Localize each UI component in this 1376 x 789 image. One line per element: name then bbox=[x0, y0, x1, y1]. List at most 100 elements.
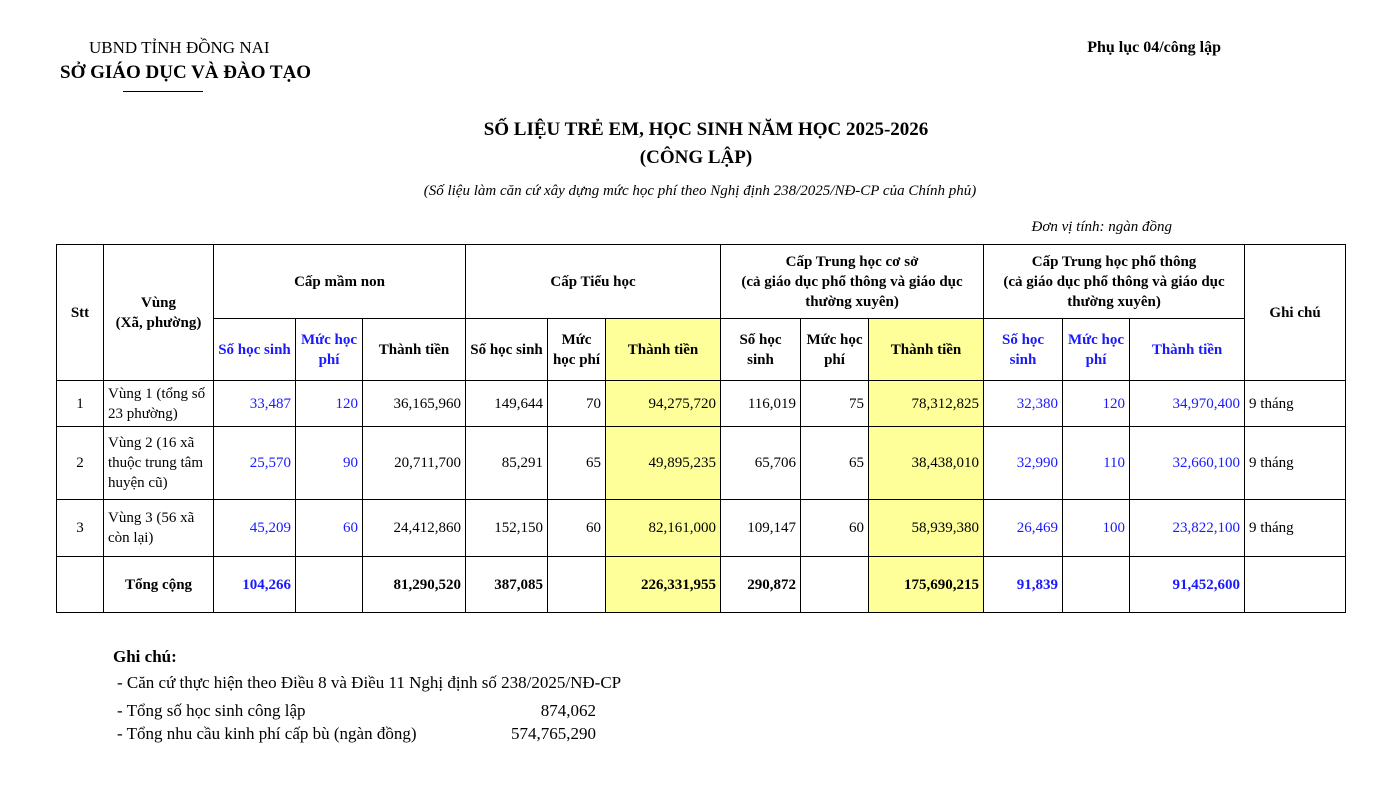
cell: Vùng 1 (tổng số 23 phường) bbox=[103, 380, 214, 427]
cell: 120 bbox=[1062, 380, 1131, 427]
group-header: Cấp Trung học cơ sở (cả giáo dục phổ thôn… bbox=[720, 244, 985, 319]
column-header: Thành tiền bbox=[868, 318, 985, 381]
cell: 116,019 bbox=[720, 380, 802, 427]
note-value: 874,062 bbox=[540, 701, 596, 720]
cell: 23,822,100 bbox=[1129, 499, 1246, 557]
column-header: Số học sinh bbox=[465, 318, 549, 381]
cell: 3 bbox=[56, 499, 104, 557]
row: 3 Vùng 3 (56 xã còn lại) 45,209 60 24,412,86… bbox=[56, 499, 1347, 557]
column-header: Mức học phí bbox=[547, 318, 607, 381]
notes-heading: Ghi chú: bbox=[113, 647, 177, 666]
province: UBND TỈNH ĐỒNG NAI bbox=[89, 38, 270, 57]
group-header: Cấp Tiểu học bbox=[465, 244, 722, 319]
column-header: Số học sinh bbox=[213, 318, 296, 381]
cell: 65,706 bbox=[720, 426, 802, 500]
cell: 387,085 bbox=[465, 556, 549, 613]
cell: 65 bbox=[547, 426, 607, 500]
title: SỐ LIỆU TRẺ EM, HỌC SINH NĂM HỌC 2025-20… bbox=[483, 119, 929, 140]
cell bbox=[1244, 556, 1347, 613]
header-text: Cấp Trung học phổ thông bbox=[1031, 253, 1197, 270]
cell: 120 bbox=[295, 380, 363, 427]
cell: 25,570 bbox=[213, 426, 296, 500]
cell: 94,275,720 bbox=[605, 380, 722, 427]
cell: 85,291 bbox=[465, 426, 549, 500]
header-text: (Xã, phường) bbox=[115, 314, 202, 331]
cell: 26,469 bbox=[983, 499, 1064, 557]
cell: 91,839 bbox=[983, 556, 1064, 613]
cell: Vùng 2 (16 xã thuộc trung tâm huyện cũ) bbox=[103, 426, 214, 500]
header-text: (cả giáo dục phổ thông và giáo dục thườn… bbox=[741, 273, 963, 310]
cell: 24,412,860 bbox=[361, 499, 467, 557]
column-header: Số học sinh bbox=[720, 318, 802, 381]
cell bbox=[295, 556, 363, 613]
column-header: Số học sinh bbox=[983, 318, 1064, 381]
note-text: - Tổng nhu cầu kinh phí cấp bù (ngàn đồn… bbox=[117, 724, 417, 743]
cell: 60 bbox=[800, 499, 870, 557]
cell: 32,990 bbox=[983, 426, 1064, 500]
column-header: Thành tiền bbox=[1129, 318, 1246, 381]
cell: 152,150 bbox=[465, 499, 549, 557]
header-text: Cấp Trung học cơ sở bbox=[785, 253, 919, 270]
appendix: Phụ lục 04/công lập bbox=[1087, 39, 1221, 56]
cell: 65 bbox=[800, 426, 870, 500]
cell bbox=[56, 556, 104, 613]
cell: 104,266 bbox=[213, 556, 296, 613]
cell: 100 bbox=[1062, 499, 1131, 557]
cell: 36,165,960 bbox=[361, 380, 467, 427]
cell: 149,644 bbox=[465, 380, 549, 427]
cell: 20,711,700 bbox=[361, 426, 467, 500]
cell: 33,487 bbox=[213, 380, 296, 427]
header-text: Vùng bbox=[140, 294, 177, 311]
row: 1 Vùng 1 (tổng số 23 phường) 33,487 120 36,1… bbox=[56, 380, 1347, 427]
cell: 2 bbox=[56, 426, 104, 500]
cell: 109,147 bbox=[720, 499, 802, 557]
row: 2 Vùng 2 (16 xã thuộc trung tâm huyện cũ)… bbox=[56, 426, 1347, 500]
note-text: - Tổng số học sinh công lập bbox=[117, 701, 306, 720]
cell: 78,312,825 bbox=[868, 380, 985, 427]
cell: 49,895,235 bbox=[605, 426, 722, 500]
cell: 9 tháng bbox=[1244, 499, 1347, 557]
cell: 38,438,010 bbox=[868, 426, 985, 500]
header-cell: Vùng (Xã, phường) bbox=[103, 244, 214, 381]
cell: 9 tháng bbox=[1244, 426, 1347, 500]
underline bbox=[123, 91, 203, 92]
data-table: Stt Vùng (Xã, phường) Cấp mầm non Cấp Tiể… bbox=[56, 244, 1347, 613]
subtitle: (Số liệu làm căn cứ xây dựng mức học phí… bbox=[423, 183, 977, 199]
column-header: Mức học phí bbox=[1062, 318, 1131, 381]
cell: Vùng 3 (56 xã còn lại) bbox=[103, 499, 214, 557]
header-text: (cả giáo dục phổ thông và giáo dục thườn… bbox=[1003, 273, 1225, 310]
cell: 175,690,215 bbox=[868, 556, 985, 613]
cell: 75 bbox=[800, 380, 870, 427]
cell: 32,660,100 bbox=[1129, 426, 1246, 500]
cell: 226,331,955 bbox=[605, 556, 722, 613]
column-header: Mức học phí bbox=[295, 318, 363, 381]
cell: 91,452,600 bbox=[1129, 556, 1246, 613]
note-value: 574,765,290 bbox=[511, 724, 596, 743]
header-cell: Ghi chú bbox=[1244, 244, 1347, 381]
cell: 9 tháng bbox=[1244, 380, 1347, 427]
column-header: Thành tiền bbox=[361, 318, 467, 381]
cell: 82,161,000 bbox=[605, 499, 722, 557]
title: (CÔNG LẬP) bbox=[639, 147, 753, 168]
cell: Tổng cộng bbox=[103, 556, 214, 613]
group-header: Cấp Trung học phổ thông (cả giáo dục phổ … bbox=[983, 244, 1246, 319]
total-row: Tổng cộng 104,266 81,290,520 387,085 226,331… bbox=[56, 556, 1347, 613]
cell: 60 bbox=[295, 499, 363, 557]
cell bbox=[547, 556, 607, 613]
department: SỞ GIÁO DỤC VÀ ĐÀO TẠO bbox=[60, 62, 312, 83]
cell: 81,290,520 bbox=[361, 556, 467, 613]
group-header: Cấp mầm non bbox=[212, 244, 467, 319]
cell: 110 bbox=[1062, 426, 1131, 500]
cell: 90 bbox=[295, 426, 363, 500]
column-header: Mức học phí bbox=[800, 318, 870, 381]
cell: 70 bbox=[547, 380, 607, 427]
cell: 32,380 bbox=[983, 380, 1064, 427]
cell bbox=[1062, 556, 1131, 613]
unit: Đơn vị tính: ngàn đồng bbox=[1031, 219, 1173, 235]
cell: 1 bbox=[56, 380, 104, 427]
cell: 60 bbox=[547, 499, 607, 557]
cell: 45,209 bbox=[213, 499, 296, 557]
note-text: - Căn cứ thực hiện theo Điều 8 và Điều 1… bbox=[117, 673, 622, 692]
cell: 58,939,380 bbox=[868, 499, 985, 557]
